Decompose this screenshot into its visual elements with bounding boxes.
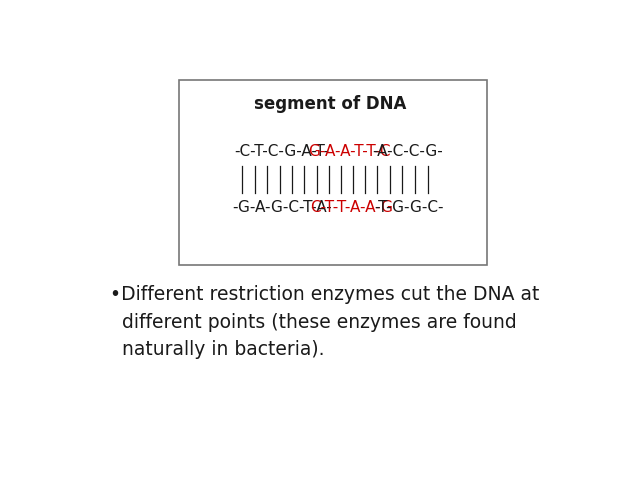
Text: -T-G-G-C-: -T-G-G-C- bbox=[374, 200, 444, 215]
Text: segment of DNA: segment of DNA bbox=[254, 95, 406, 113]
FancyBboxPatch shape bbox=[179, 80, 487, 264]
Text: -G-A-G-C-T-A-: -G-A-G-C-T-A- bbox=[233, 200, 333, 215]
Text: -A-C-C-G-: -A-C-C-G- bbox=[372, 144, 443, 159]
Text: C-T-T-A-A-G: C-T-T-A-A-G bbox=[310, 200, 393, 215]
Text: G-A-A-T-T-C: G-A-A-T-T-C bbox=[308, 144, 390, 159]
Text: naturally in bacteria).: naturally in bacteria). bbox=[110, 340, 324, 360]
Text: •Different restriction enzymes cut the DNA at: •Different restriction enzymes cut the D… bbox=[110, 285, 539, 304]
Text: -C-T-C-G-A-T-: -C-T-C-G-A-T- bbox=[234, 144, 330, 159]
Text: different points (these enzymes are found: different points (these enzymes are foun… bbox=[110, 312, 516, 332]
